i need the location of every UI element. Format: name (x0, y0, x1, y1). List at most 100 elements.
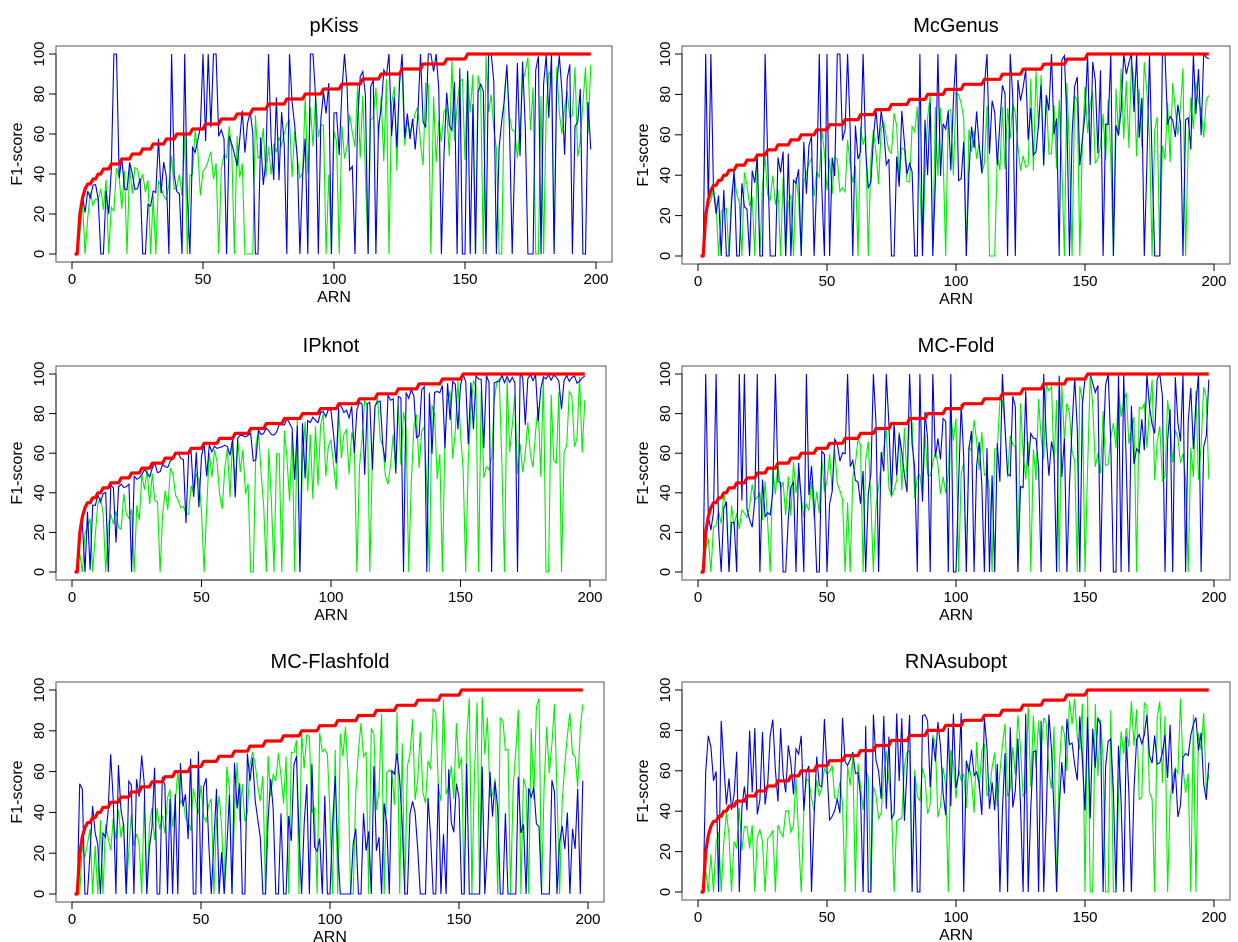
series-line-red (74, 52, 591, 256)
x-tick-label: 50 (819, 589, 836, 606)
y-axis-label: F1-score (635, 123, 652, 186)
x-tick-label: 150 (1072, 589, 1097, 606)
y-tick-label: 100 (657, 361, 674, 386)
series-line-blue (74, 53, 592, 255)
y-tick-label: 0 (31, 250, 48, 258)
y-tick-label: 0 (657, 888, 674, 896)
series-line-red (74, 372, 585, 574)
x-tick-label: 0 (68, 911, 76, 928)
y-tick-label: 40 (31, 166, 48, 183)
chart-title: pKiss (310, 15, 359, 37)
series-line-blue (700, 52, 1210, 257)
x-tick-label: 200 (1201, 273, 1226, 290)
y-tick-label: 20 (31, 845, 48, 862)
y-tick-label: 60 (657, 762, 674, 779)
y-tick-label: 100 (657, 677, 674, 702)
y-tick-label: 40 (657, 484, 674, 501)
y-tick-label: 0 (31, 890, 48, 898)
series-line-green (700, 376, 1210, 573)
x-tick-label: 100 (318, 589, 343, 606)
x-tick-label: 150 (446, 911, 471, 928)
series-line-red (700, 688, 1209, 894)
series-line-blue (700, 713, 1210, 893)
x-tick-label: 0 (68, 589, 76, 606)
x-tick-label: 150 (1072, 273, 1097, 290)
y-tick-label: 80 (31, 405, 48, 422)
y-tick-label: 20 (657, 207, 674, 224)
y-tick-label: 100 (31, 41, 48, 66)
x-tick-label: 50 (193, 911, 210, 928)
y-tick-label: 60 (31, 126, 48, 143)
x-axis-label: ARN (313, 929, 347, 942)
y-tick-label: 40 (31, 484, 48, 501)
y-tick-label: 20 (31, 524, 48, 541)
y-tick-label: 100 (657, 41, 674, 66)
y-tick-label: 60 (657, 126, 674, 143)
series-line-red (700, 372, 1209, 574)
x-tick-label: 50 (193, 589, 210, 606)
series-line-green (74, 376, 586, 573)
x-tick-label: 100 (317, 911, 342, 928)
x-axis-label: ARN (939, 607, 973, 624)
x-tick-label: 200 (583, 271, 608, 288)
x-tick-label: 0 (68, 271, 76, 288)
y-tick-label: 100 (31, 677, 48, 702)
y-axis-label: F1-score (9, 441, 26, 504)
x-tick-label: 100 (321, 271, 346, 288)
y-tick-label: 40 (657, 167, 674, 184)
x-tick-label: 100 (943, 589, 968, 606)
y-tick-label: 80 (657, 722, 674, 739)
chart-title: McGenus (913, 15, 999, 37)
x-tick-label: 200 (575, 911, 600, 928)
x-axis-label: ARN (939, 291, 973, 308)
x-tick-label: 150 (452, 271, 477, 288)
chart-title: IPknot (303, 335, 360, 357)
y-axis-label: F1-score (635, 759, 652, 822)
x-tick-label: 50 (819, 909, 836, 926)
series-line-red (700, 52, 1209, 258)
y-tick-label: 80 (657, 86, 674, 103)
chart-title: RNAsubopt (905, 651, 1008, 673)
series-line-green (700, 693, 1210, 893)
y-axis-label: F1-score (635, 441, 652, 504)
x-axis-label: ARN (939, 927, 973, 942)
chart-title: MC-Fold (918, 335, 995, 357)
y-tick-label: 0 (657, 252, 674, 260)
y-tick-label: 60 (31, 445, 48, 462)
y-tick-label: 60 (657, 445, 674, 462)
y-tick-label: 80 (657, 405, 674, 422)
x-tick-label: 150 (448, 589, 473, 606)
chart-title: MC-Flashfold (271, 651, 390, 673)
x-tick-label: 0 (694, 273, 702, 290)
series-line-blue (74, 751, 584, 895)
y-tick-label: 80 (31, 722, 48, 739)
series-line-red (74, 688, 583, 896)
y-axis-label: F1-score (9, 122, 26, 185)
x-tick-label: 50 (195, 271, 212, 288)
y-axis-label: F1-score (9, 760, 26, 823)
y-tick-label: 80 (31, 86, 48, 103)
y-tick-label: 40 (657, 803, 674, 820)
y-tick-label: 20 (657, 524, 674, 541)
x-axis-label: ARN (317, 289, 351, 306)
x-tick-label: 150 (1072, 909, 1097, 926)
x-tick-label: 0 (694, 909, 702, 926)
x-tick-label: 200 (1201, 909, 1226, 926)
series-line-green (74, 696, 584, 895)
series-line-blue (700, 372, 1210, 573)
y-tick-label: 40 (31, 804, 48, 821)
x-tick-label: 100 (943, 273, 968, 290)
y-tick-label: 100 (31, 361, 48, 386)
y-tick-label: 20 (31, 206, 48, 223)
x-tick-label: 200 (577, 589, 602, 606)
y-tick-label: 20 (657, 843, 674, 860)
x-tick-label: 0 (694, 589, 702, 606)
y-tick-label: 0 (657, 568, 674, 576)
y-tick-label: 0 (31, 568, 48, 576)
